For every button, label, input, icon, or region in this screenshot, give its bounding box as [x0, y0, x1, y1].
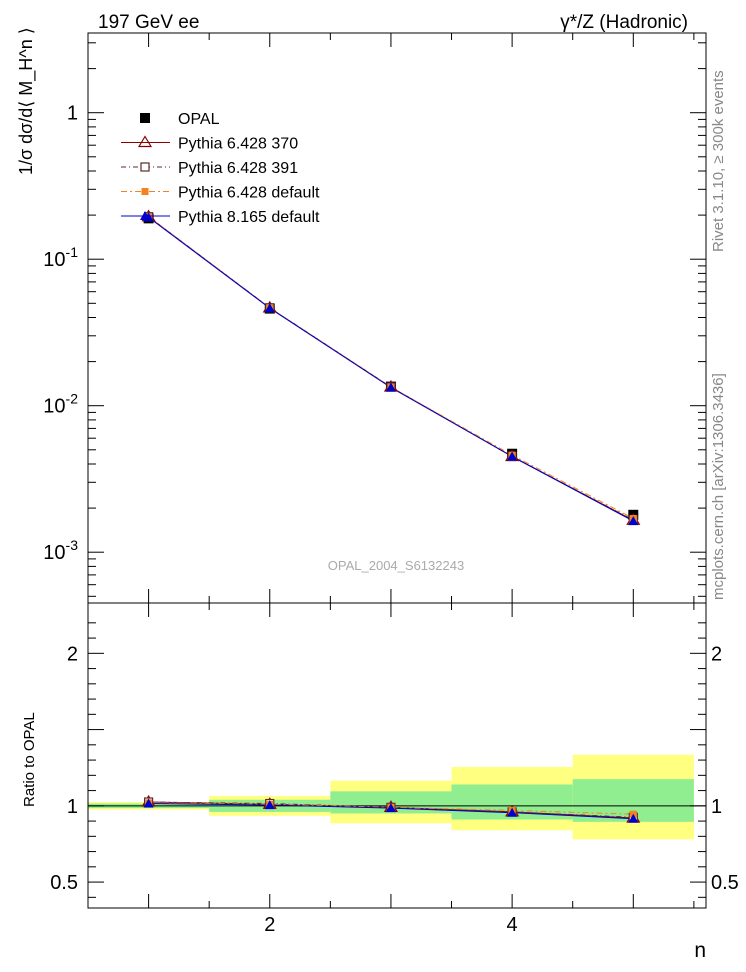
y-tick-label: 10-1	[43, 244, 78, 271]
ratio-frame	[87, 602, 707, 909]
x-axis-label: n	[694, 939, 706, 962]
data-marker	[507, 807, 518, 817]
legend-label: Pythia 6.428 370	[178, 136, 298, 153]
legend-label: Pythia 8.165 default	[178, 209, 320, 226]
rivet-label: Rivet 3.1.10, ≥ 300k events	[710, 70, 727, 252]
series-line	[148, 216, 634, 521]
mcplots-label: mcplots.cern.ch [arXiv:1306.3436]	[710, 373, 727, 600]
data-marker	[628, 516, 639, 526]
data-marker	[628, 813, 639, 823]
main-plot: 1 10-1 10-2 10-3	[43, 32, 707, 604]
y-tick-label: 10-2	[43, 391, 78, 418]
analysis-id: OPAL_2004_S6132243	[328, 558, 464, 573]
ratio-y-tick-label: 0.5	[711, 872, 739, 894]
x-tick-label: 2	[264, 914, 275, 936]
header-right: γ*/Z (Hadronic)	[560, 12, 688, 33]
y-tick-label: 10-3	[43, 537, 78, 564]
ratio-y-tick-label: 1	[67, 796, 78, 818]
ratio-y-tick-label: 2	[711, 643, 722, 665]
legend-label: OPAL	[178, 111, 220, 128]
data-marker	[140, 211, 150, 220]
header-left: 197 GeV ee	[98, 12, 199, 33]
data-marker	[385, 803, 396, 813]
ratio-y-tick-label: 0.5	[50, 872, 78, 894]
data-marker	[507, 451, 518, 461]
data-marker	[264, 800, 275, 810]
data-marker	[264, 303, 275, 313]
legend-label: Pythia 6.428 default	[178, 185, 320, 202]
series-line	[148, 216, 634, 519]
series-line	[148, 216, 634, 521]
legend: OPAL Pythia 6.428 370 Pythia 6.428 391 Pyth…	[121, 111, 320, 226]
data-marker	[385, 382, 396, 392]
data-marker	[140, 162, 150, 172]
data-marker	[140, 113, 150, 123]
legend-label: Pythia 6.428 391	[178, 160, 298, 177]
y-tick-label: 1	[67, 103, 78, 125]
ratio-y-tick-label: 1	[711, 796, 722, 818]
x-tick-label: 4	[507, 914, 518, 936]
data-marker	[141, 188, 149, 195]
ratio-ylabel: Ratio to OPAL	[21, 712, 38, 807]
series-line	[148, 216, 634, 522]
data-marker	[143, 798, 154, 808]
main-ylabel: 1/σ dσ/d⟨ M_H^n ⟩	[16, 27, 37, 175]
data-marker	[137, 135, 153, 148]
ratio-plot: 2 4 0.5 0.5 1 1 2 2	[50, 602, 739, 936]
ratio-y-tick-label: 2	[67, 643, 78, 665]
